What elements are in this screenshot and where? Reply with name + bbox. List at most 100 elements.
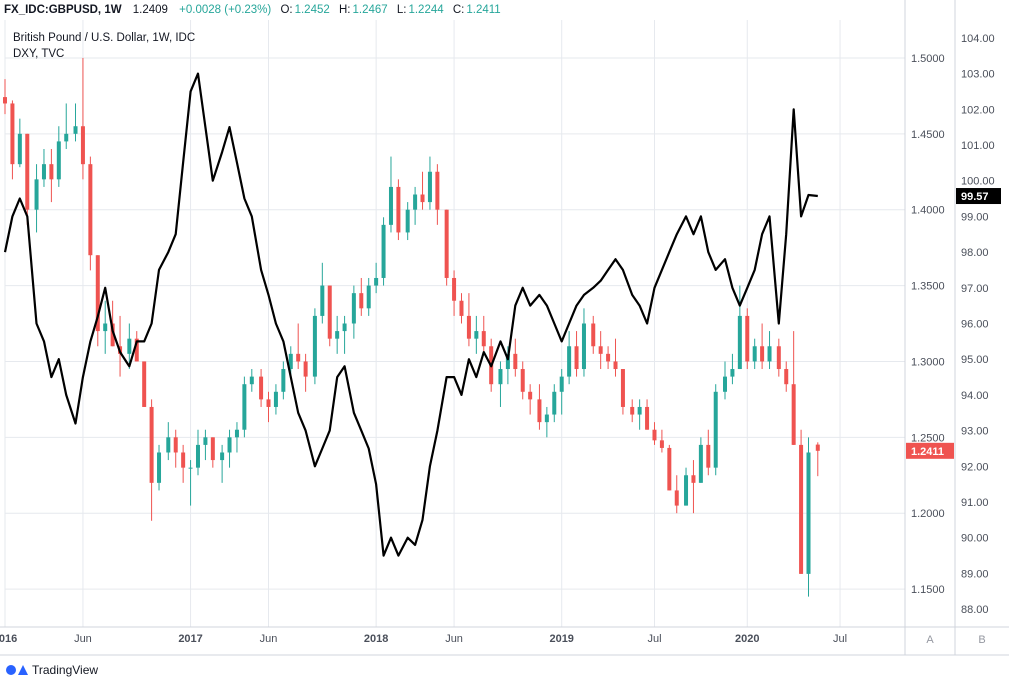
candle-body xyxy=(80,126,85,165)
candle-body xyxy=(466,315,471,339)
candle-body xyxy=(149,406,154,483)
candle xyxy=(210,437,215,468)
candle xyxy=(498,361,503,407)
candle xyxy=(110,300,115,347)
candle-body xyxy=(520,369,525,392)
time-tick-label: 2018 xyxy=(364,633,388,645)
candle-body xyxy=(327,285,332,339)
candle-body xyxy=(574,346,579,370)
candle-body xyxy=(505,353,510,370)
candle-body xyxy=(73,126,78,134)
candle-body xyxy=(630,406,635,415)
candle-body xyxy=(784,369,789,385)
main-series-legend[interactable]: British Pound / U.S. Dollar, 1W, IDC xyxy=(13,32,196,44)
candle xyxy=(706,429,711,476)
candle xyxy=(17,118,22,168)
candle-body xyxy=(581,323,586,370)
candle xyxy=(88,156,93,271)
candle-body xyxy=(195,444,200,468)
candle-body xyxy=(188,467,193,469)
gbpusd-tick-label: 1.4000 xyxy=(911,205,945,217)
candle-body xyxy=(10,103,15,165)
candle xyxy=(513,338,518,377)
candle xyxy=(559,369,564,415)
grid xyxy=(4,20,905,627)
open-value: 1.2452 xyxy=(294,4,330,16)
candle-body xyxy=(435,171,440,210)
candle-body xyxy=(620,369,625,407)
scale-b-button[interactable]: B xyxy=(978,634,985,646)
candle-body xyxy=(420,194,425,203)
candle xyxy=(41,148,46,187)
scale-b-label: B xyxy=(978,634,985,646)
time-tick-label: 2019 xyxy=(549,633,573,645)
candle-body xyxy=(591,323,596,347)
candle xyxy=(127,323,132,370)
candle xyxy=(335,315,340,354)
candle-body xyxy=(730,369,735,377)
candle xyxy=(374,262,379,294)
chart-area[interactable]: 1.5000 1.4500 1.4000 1.3500 1.3000 1.2500 1.20… xyxy=(0,0,1009,660)
tradingview-logo[interactable]: TradingView xyxy=(6,661,98,679)
candle xyxy=(259,369,264,407)
candle xyxy=(667,444,672,491)
candle xyxy=(652,422,657,445)
candle xyxy=(674,475,679,514)
candle-body xyxy=(342,323,347,332)
candle xyxy=(730,353,735,385)
candle-body xyxy=(513,353,518,370)
candle-body xyxy=(706,444,711,468)
candle-body xyxy=(567,346,572,377)
scale-a-label: A xyxy=(926,634,934,646)
gbpusd-tick-label: 1.3000 xyxy=(911,356,945,368)
time-tick-label: 2017 xyxy=(178,633,202,645)
candle xyxy=(95,255,100,347)
candle-body xyxy=(745,315,750,362)
candle-body xyxy=(359,293,364,309)
last-price: 1.2409 xyxy=(132,4,168,16)
candle xyxy=(581,308,586,377)
candle-body xyxy=(103,323,108,332)
candle-body xyxy=(242,384,247,430)
candle xyxy=(760,323,765,370)
candle xyxy=(459,293,464,324)
candle-body xyxy=(249,376,254,385)
candle xyxy=(791,331,796,445)
candle xyxy=(745,308,750,370)
overlay-series-legend[interactable]: DXY, TVC xyxy=(13,48,65,60)
candle-body xyxy=(427,171,432,203)
candle-body xyxy=(210,437,215,461)
candle-body xyxy=(281,369,286,392)
dxy-tick-label: 93.00 xyxy=(961,426,989,438)
dxy-tick-label: 90.00 xyxy=(961,533,989,545)
candle-body xyxy=(95,255,100,332)
axes: 1.5000 1.4500 1.4000 1.3500 1.3000 1.2500 1.20… xyxy=(0,0,1009,656)
candle-body xyxy=(637,406,642,415)
candle xyxy=(366,277,371,316)
candle-body xyxy=(157,452,162,483)
candle xyxy=(659,429,664,453)
candle-body xyxy=(134,338,139,362)
candle xyxy=(452,270,457,316)
gbpusd-candles xyxy=(3,57,820,597)
candle xyxy=(799,429,804,574)
candle-body xyxy=(791,384,796,445)
candle xyxy=(537,384,542,430)
symbol-name[interactable]: FX_IDC:GBPUSD, 1W xyxy=(4,4,122,16)
price-change: +0.0028 (+0.23%) xyxy=(179,4,272,16)
candle-body xyxy=(374,277,379,286)
candle-body xyxy=(25,133,30,210)
candle xyxy=(312,308,317,385)
candle-body xyxy=(444,209,449,278)
candle-body xyxy=(691,475,696,483)
chart-legend: British Pound / U.S. Dollar, 1W, IDC DXY… xyxy=(13,30,195,62)
gbpusd-tick-label: 1.3500 xyxy=(911,281,945,293)
candle xyxy=(303,353,308,392)
dxy-tick-label: 98.00 xyxy=(961,247,989,259)
candle-body xyxy=(312,315,317,377)
tradingview-name: TradingView xyxy=(32,663,99,677)
scale-a-button[interactable]: A xyxy=(926,634,934,646)
candle xyxy=(737,285,742,370)
candle xyxy=(698,437,703,483)
candle xyxy=(405,202,410,241)
